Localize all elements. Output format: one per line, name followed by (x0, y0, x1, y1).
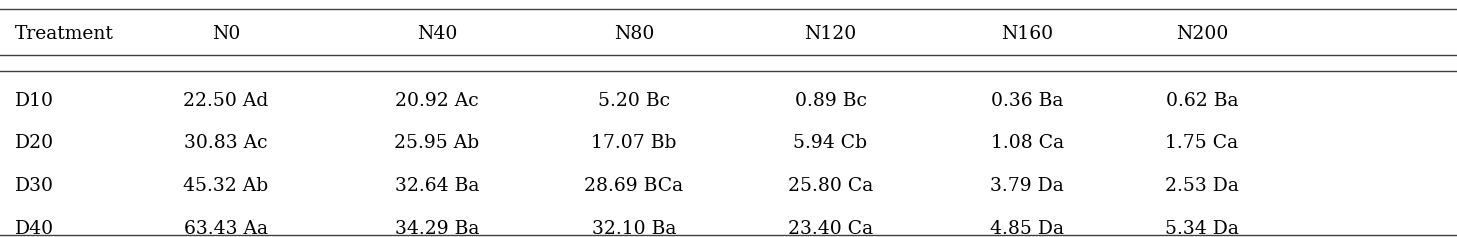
Text: D40: D40 (15, 220, 54, 237)
Text: N160: N160 (1001, 25, 1053, 43)
Text: 5.20 Bc: 5.20 Bc (597, 92, 670, 110)
Text: N0: N0 (211, 25, 240, 43)
Text: D20: D20 (15, 134, 54, 152)
Text: 1.08 Ca: 1.08 Ca (991, 134, 1064, 152)
Text: N80: N80 (613, 25, 654, 43)
Text: 34.29 Ba: 34.29 Ba (395, 220, 479, 237)
Text: 1.75 Ca: 1.75 Ca (1166, 134, 1238, 152)
Text: 25.80 Ca: 25.80 Ca (788, 177, 873, 195)
Text: N120: N120 (804, 25, 857, 43)
Text: Treatment: Treatment (15, 25, 114, 43)
Text: 23.40 Ca: 23.40 Ca (788, 220, 873, 237)
Text: 2.53 Da: 2.53 Da (1166, 177, 1238, 195)
Text: 45.32 Ab: 45.32 Ab (184, 177, 268, 195)
Text: 4.85 Da: 4.85 Da (991, 220, 1064, 237)
Text: 32.10 Ba: 32.10 Ba (592, 220, 676, 237)
Text: D10: D10 (15, 92, 54, 110)
Text: 0.62 Ba: 0.62 Ba (1166, 92, 1238, 110)
Text: N200: N200 (1176, 25, 1228, 43)
Text: 0.36 Ba: 0.36 Ba (991, 92, 1064, 110)
Text: 5.94 Cb: 5.94 Cb (794, 134, 867, 152)
Text: 30.83 Ac: 30.83 Ac (184, 134, 268, 152)
Text: 32.64 Ba: 32.64 Ba (395, 177, 479, 195)
Text: N40: N40 (417, 25, 457, 43)
Text: 5.34 Da: 5.34 Da (1166, 220, 1238, 237)
Text: 28.69 BCa: 28.69 BCa (584, 177, 683, 195)
Text: 17.07 Bb: 17.07 Bb (592, 134, 676, 152)
Text: 22.50 Ad: 22.50 Ad (184, 92, 268, 110)
Text: 20.92 Ac: 20.92 Ac (395, 92, 479, 110)
Text: 25.95 Ab: 25.95 Ab (395, 134, 479, 152)
Text: 3.79 Da: 3.79 Da (991, 177, 1064, 195)
Text: D30: D30 (15, 177, 54, 195)
Text: 0.89 Bc: 0.89 Bc (794, 92, 867, 110)
Text: 63.43 Aa: 63.43 Aa (184, 220, 268, 237)
